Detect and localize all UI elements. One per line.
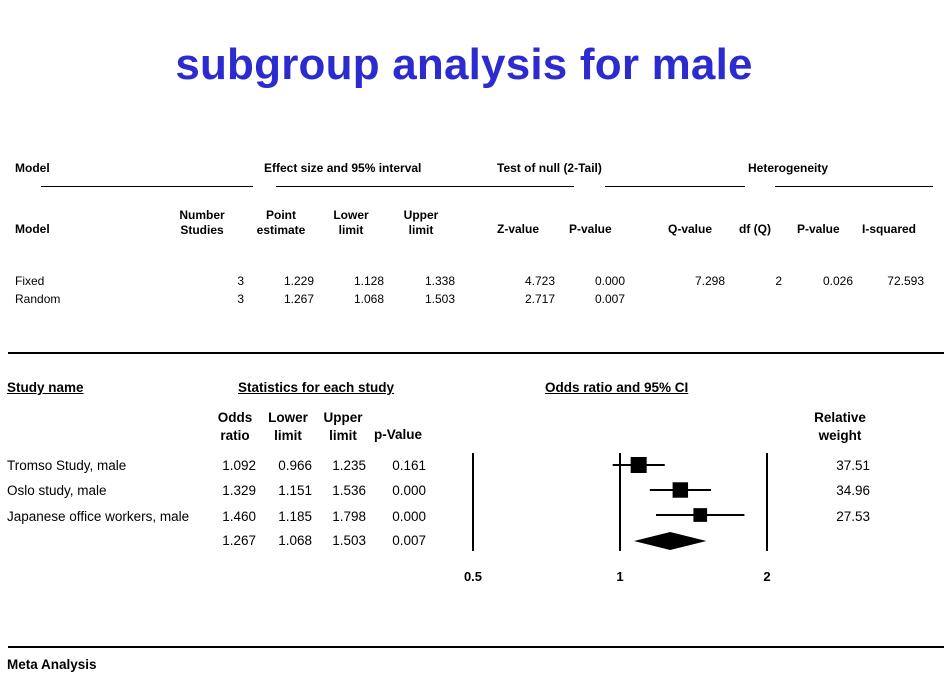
stats-header: Statistics for each study xyxy=(238,380,395,395)
row-p: 0.007 xyxy=(594,292,625,306)
study-p: 0.000 xyxy=(392,483,426,498)
row-p: 0.000 xyxy=(594,274,625,288)
study-weight: 37.51 xyxy=(836,458,870,473)
summary-lower: 1.068 xyxy=(278,533,312,548)
col-model: Model xyxy=(15,222,50,236)
col-p-value: P-value xyxy=(569,222,612,236)
x-tick-label: 2 xyxy=(763,569,770,584)
study-marker xyxy=(693,508,708,522)
study-p: 0.000 xyxy=(392,509,426,524)
footer-divider xyxy=(8,646,944,648)
col-het-p-value: P-value xyxy=(797,222,840,236)
study-weight: 27.53 xyxy=(836,509,870,524)
col-point-estimate: Point estimate xyxy=(256,208,306,237)
study-lower: 1.185 xyxy=(278,509,312,524)
col-odds-ratio: Odds ratio xyxy=(217,410,253,443)
row-q: 7.298 xyxy=(694,274,725,288)
study-marker xyxy=(672,482,689,498)
section-divider xyxy=(8,352,944,354)
model-group-rule xyxy=(41,186,253,187)
null-group-rule xyxy=(605,186,745,187)
summary-diamond xyxy=(633,532,707,550)
study-name: Oslo study, male xyxy=(7,483,107,498)
effect-null-group-rule xyxy=(276,186,574,187)
summary-p: 0.007 xyxy=(392,533,426,548)
col-z-value: Z-value xyxy=(497,222,540,236)
row-lower: 1.068 xyxy=(353,292,384,306)
row-z: 4.723 xyxy=(524,274,555,288)
study-upper: 1.235 xyxy=(332,458,366,473)
row-model: Fixed xyxy=(15,274,45,288)
model-group-header: Model xyxy=(15,161,50,175)
row-z: 2.717 xyxy=(524,292,555,306)
summary-or: 1.267 xyxy=(222,533,256,548)
col-i-squared: I-squared xyxy=(862,222,917,236)
study-lower: 1.151 xyxy=(278,483,312,498)
study-upper: 1.798 xyxy=(332,509,366,524)
study-marker xyxy=(630,457,647,473)
row-i2: 72.593 xyxy=(887,274,924,288)
effect-group-header: Effect size and 95% interval xyxy=(264,161,422,175)
heterogeneity-group-header: Heterogeneity xyxy=(748,161,829,175)
col-p-value: p-Value xyxy=(374,427,423,442)
col-lower-limit: Lower limit xyxy=(333,208,369,237)
footer-label: Meta Analysis xyxy=(7,657,97,672)
row-point: 1.267 xyxy=(283,292,314,306)
study-p: 0.161 xyxy=(392,458,426,473)
study-or: 1.329 xyxy=(222,483,256,498)
row-upper: 1.503 xyxy=(424,292,455,306)
summary-upper: 1.503 xyxy=(332,533,366,548)
study-or: 1.460 xyxy=(222,509,256,524)
study-name-header: Study name xyxy=(7,380,84,395)
study-upper: 1.536 xyxy=(332,483,366,498)
col-upper-limit: Upper limit xyxy=(323,410,363,443)
study-lower: 0.966 xyxy=(278,458,312,473)
row-df: 2 xyxy=(775,274,782,288)
study-name: Japanese office workers, male xyxy=(7,509,190,524)
row-n: 3 xyxy=(237,274,244,288)
row-het-p: 0.026 xyxy=(822,274,853,288)
row-point: 1.229 xyxy=(283,274,314,288)
heterogeneity-group-rule xyxy=(775,186,933,187)
col-lower-limit: Lower limit xyxy=(268,410,308,443)
row-lower: 1.128 xyxy=(353,274,384,288)
col-q-value: Q-value xyxy=(668,222,713,236)
row-n: 3 xyxy=(237,292,244,306)
study-weight: 34.96 xyxy=(836,483,870,498)
col-upper-limit: Upper limit xyxy=(403,208,439,237)
x-tick-label: 1 xyxy=(616,569,623,584)
plot-header: Odds ratio and 95% CI xyxy=(545,380,689,395)
null-test-group-header: Test of null (2-Tail) xyxy=(497,161,602,175)
col-df-q: df (Q) xyxy=(739,222,771,236)
x-tick-label: 0.5 xyxy=(464,569,482,584)
col-relative-weight: Relative weight xyxy=(814,410,866,443)
row-model: Random xyxy=(15,292,61,306)
study-name: Tromso Study, male xyxy=(7,458,127,473)
page-title: subgroup analysis for male xyxy=(175,40,753,89)
study-or: 1.092 xyxy=(222,458,256,473)
row-upper: 1.338 xyxy=(424,274,455,288)
col-number-studies: Number Studies xyxy=(179,208,225,237)
